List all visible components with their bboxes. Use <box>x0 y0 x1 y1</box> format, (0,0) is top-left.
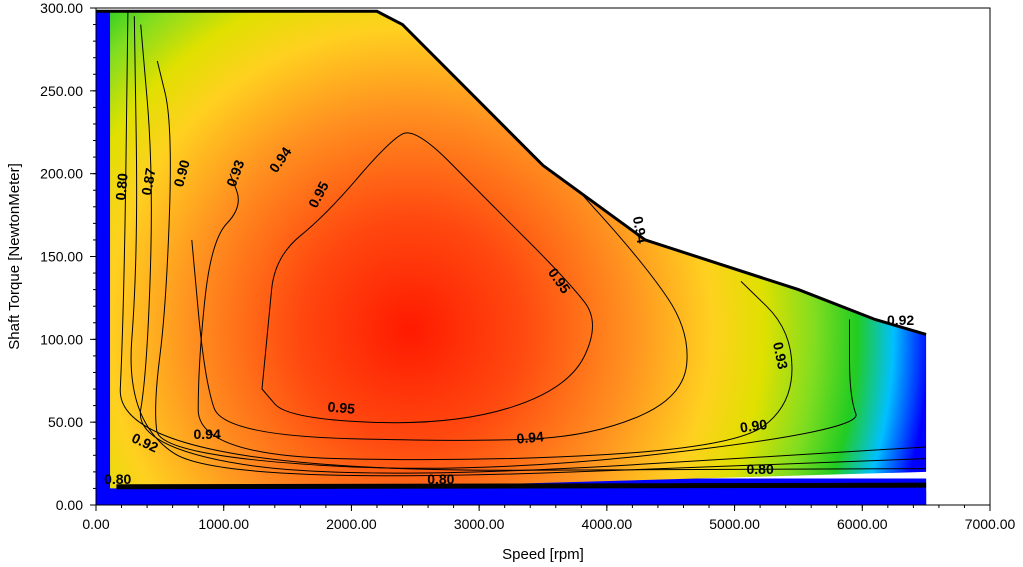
contour-label: 0.90 <box>739 416 768 436</box>
contour-line-0-93 <box>197 173 793 461</box>
y-axis-title: Shaft Torque [NewtonMeter] <box>6 163 23 350</box>
x-tick-label: 1000.00 <box>198 516 249 532</box>
contour-line-0-9 <box>139 24 927 474</box>
contour-line-0-87 <box>130 16 927 477</box>
contour-label: 0.94 <box>516 428 545 446</box>
contour-label: 0.95 <box>327 398 356 416</box>
y-tick-label: 200.00 <box>40 166 83 182</box>
contour-label: 0.87 <box>138 167 159 197</box>
x-tick-label: 5000.00 <box>709 516 760 532</box>
x-tick-label: 7000.00 <box>965 516 1016 532</box>
contour-line-0-92 <box>155 60 857 469</box>
x-tick-label: 2000.00 <box>326 516 377 532</box>
contour-label: 0.94 <box>193 426 220 442</box>
contour-label: 0.80 <box>104 471 131 487</box>
x-tick-label: 6000.00 <box>837 516 888 532</box>
contour-line-0-8 <box>119 11 927 471</box>
contour-label: 0.92 <box>887 312 914 328</box>
efficiency-field <box>96 11 927 489</box>
y-tick-label: 300.00 <box>40 0 83 16</box>
contour-label: 0.94 <box>630 215 651 245</box>
contour-label: 0.80 <box>112 172 130 201</box>
contour-line-0-94 <box>191 131 688 441</box>
contour-label: 0.80 <box>746 461 773 477</box>
y-tick-label: 250.00 <box>40 83 83 99</box>
x-tick-label: 3000.00 <box>454 516 505 532</box>
contour-label: 0.80 <box>427 471 454 487</box>
low-efficiency-edge <box>96 11 111 505</box>
y-tick-label: 0.00 <box>56 497 83 513</box>
contour-line-0-95 <box>261 132 593 424</box>
y-tick-label: 100.00 <box>40 331 83 347</box>
x-tick-label: 4000.00 <box>582 516 633 532</box>
contour-label: 0.93 <box>770 341 791 371</box>
x-tick-label: 0.00 <box>82 516 109 532</box>
y-tick-label: 150.00 <box>40 249 83 265</box>
x-axis-title: Speed [rpm] <box>502 546 584 563</box>
low-efficiency-floor <box>96 490 927 505</box>
minimum-torque-line <box>116 482 927 490</box>
contour-label: 0.90 <box>170 158 193 189</box>
torque-envelope-line <box>96 9 927 336</box>
y-tick-label: 50.00 <box>48 414 83 430</box>
